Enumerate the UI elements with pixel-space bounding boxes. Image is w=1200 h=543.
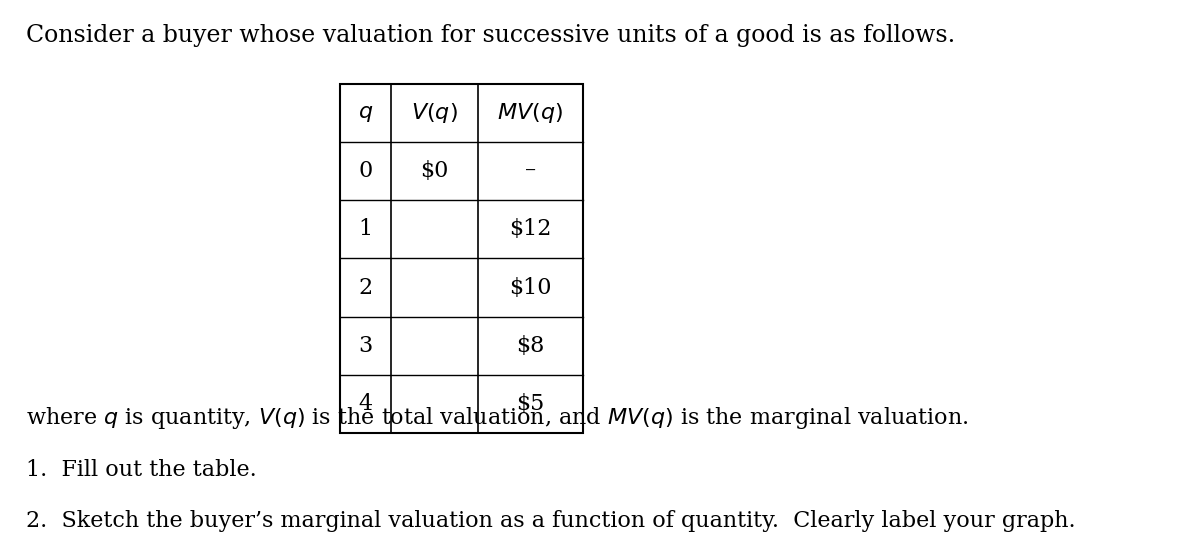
Text: $8: $8 <box>516 334 545 357</box>
Text: 2.  Sketch the buyer’s marginal valuation as a function of quantity.  Clearly la: 2. Sketch the buyer’s marginal valuation… <box>26 510 1076 533</box>
Text: 3: 3 <box>359 334 372 357</box>
Text: 0: 0 <box>359 160 372 182</box>
Text: $5: $5 <box>516 393 545 415</box>
Text: $q$: $q$ <box>358 102 373 124</box>
Text: 2: 2 <box>359 276 372 299</box>
Text: $12: $12 <box>509 218 552 241</box>
Text: where $q$ is quantity, $V(q)$ is the total valuation, and $MV(q)$ is the margina: where $q$ is quantity, $V(q)$ is the tot… <box>26 405 970 431</box>
Text: $0: $0 <box>420 160 449 182</box>
Text: $10: $10 <box>509 276 552 299</box>
Text: $MV(q)$: $MV(q)$ <box>498 101 563 125</box>
Text: 1.  Fill out the table.: 1. Fill out the table. <box>26 459 257 481</box>
Text: –: – <box>524 160 536 182</box>
Bar <box>340 84 583 433</box>
Text: 1: 1 <box>359 218 372 241</box>
Text: $V(q)$: $V(q)$ <box>412 101 457 125</box>
Text: 4: 4 <box>359 393 372 415</box>
Text: Consider a buyer whose valuation for successive units of a good is as follows.: Consider a buyer whose valuation for suc… <box>26 24 955 47</box>
